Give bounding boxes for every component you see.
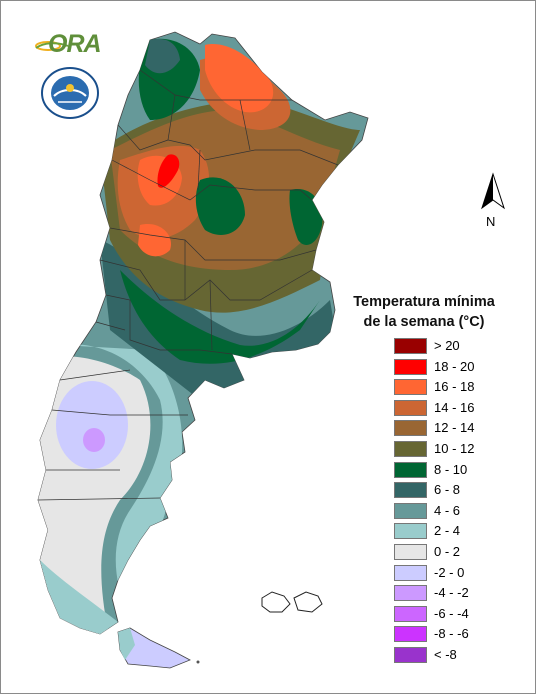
legend-title-line2: de la semana (°C): [363, 314, 485, 330]
legend-label: < -8: [434, 646, 457, 662]
smn-seal-logo: [40, 66, 100, 120]
legend-label: -4 - -2: [434, 585, 469, 601]
weather-service-seal-icon: [41, 67, 99, 119]
legend-swatch: [394, 605, 427, 622]
legend-label: > 20: [434, 338, 460, 353]
legend-swatch: [394, 358, 427, 375]
legend-label: 14 - 16: [434, 399, 475, 415]
legend-label: 4 - 6: [434, 502, 461, 518]
legend-swatch: [394, 585, 427, 602]
malvinas-islands: [261, 591, 323, 613]
legend-title: Temperatura mínima de la semana (°C): [336, 292, 512, 332]
province-borders: [37, 69, 339, 501]
legend-swatch: [394, 420, 427, 437]
legend-swatch: [394, 523, 427, 540]
legend-swatch: [394, 646, 427, 663]
legend-swatch: [394, 461, 427, 478]
legend-label: 18 - 20: [434, 358, 475, 374]
legend-swatch: [394, 564, 427, 581]
legend-label: 16 - 18: [434, 379, 475, 395]
legend: Temperatura mínima de la semana (°C) > 2…: [344, 292, 524, 663]
legend-label: -8 - -6: [434, 626, 469, 642]
legend-label: 0 - 2: [434, 543, 461, 559]
legend-title-line1: Temperatura mínima: [353, 294, 495, 310]
legend-label: 6 - 8: [434, 482, 461, 498]
legend-swatch: [394, 543, 427, 560]
legend-swatch: [394, 502, 427, 519]
legend-label: 12 - 14: [434, 420, 475, 436]
sunrise-leaf-icon: [35, 41, 69, 51]
legend-label: -6 - -4: [434, 605, 469, 621]
legend-swatch: [394, 482, 427, 499]
legend-swatch: [394, 440, 427, 457]
legend-label: 2 - 4: [434, 523, 461, 539]
legend-swatch: [394, 626, 427, 643]
legend-swatch: [394, 379, 427, 396]
legend-label: 8 - 10: [434, 461, 468, 477]
legend-swatch: [394, 399, 427, 416]
temperature-zones: [38, 38, 360, 634]
north-arrow: N: [478, 172, 508, 232]
legend-label: -2 - 0: [434, 564, 465, 580]
ora-logo: ORA: [34, 28, 104, 60]
legend-swatch: [394, 338, 427, 354]
legend-label: 10 - 12: [434, 440, 475, 456]
north-label: N: [486, 214, 496, 229]
ora-logo-text: ORA: [48, 30, 102, 58]
north-arrow-icon: [481, 172, 505, 210]
